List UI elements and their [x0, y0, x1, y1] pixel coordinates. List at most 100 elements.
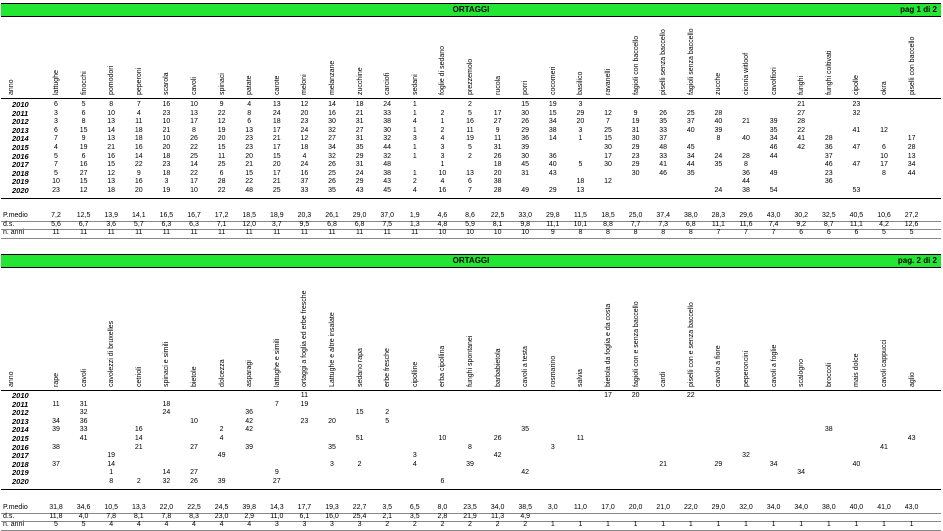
stat-cell: 23,0 [214, 512, 229, 520]
stat-cell: 4,2 [879, 220, 889, 228]
data-cell: 20 [631, 392, 640, 399]
stat-cell: 21,0 [656, 504, 670, 511]
stat-cell: 1 [771, 521, 776, 529]
data-cell: 1 [412, 101, 417, 108]
data-cell: 11 [52, 400, 60, 408]
table-title: ORTAGGI [452, 5, 490, 14]
data-cell: 20 [162, 144, 171, 151]
data-cell: 34 [797, 469, 806, 477]
data-cell: 7 [54, 161, 58, 169]
stat-cell: 34,0 [490, 504, 505, 511]
rows-divider [1, 488, 941, 490]
stat-cell: 7,5 [382, 220, 393, 228]
stat-cell: 38,5 [518, 504, 532, 511]
data-cell: 37 [300, 178, 309, 186]
data-cell: 18 [300, 144, 309, 151]
data-cell: 11 [135, 118, 143, 126]
column-header: dolcezza [218, 359, 226, 387]
stat-cell: 2,8 [437, 512, 448, 520]
stat-cell: 24,5 [214, 504, 229, 511]
data-cell: 10 [107, 109, 116, 117]
data-cell: 5 [468, 144, 472, 151]
data-cell: 9 [274, 469, 279, 477]
data-cell: 14 [134, 435, 143, 442]
data-cell: 28 [493, 187, 502, 194]
data-cell: 17 [190, 118, 198, 126]
data-cell: 6 [882, 144, 886, 151]
data-cell: 36 [548, 152, 557, 160]
column-header: rape [53, 372, 60, 387]
stat-cell: 3 [357, 521, 362, 529]
data-cell: 16 [300, 169, 309, 177]
data-cell: 36 [824, 178, 833, 186]
data-cell: 33 [659, 152, 668, 160]
data-cell: 34 [328, 144, 336, 151]
data-cell: 13 [907, 152, 916, 160]
data-cell: 39 [714, 126, 723, 134]
stat-cell: 4 [247, 521, 252, 529]
stat-cell: 6,3 [161, 220, 172, 228]
data-cell: 24 [300, 161, 309, 169]
stat-cell: 22,0 [159, 504, 174, 511]
data-cell: 16 [466, 118, 474, 126]
data-cell: 18 [134, 126, 143, 134]
data-cell: 38 [742, 187, 750, 194]
data-cell: 15 [604, 135, 612, 143]
data-cell: 35 [521, 426, 530, 434]
column-header: zucchine [356, 67, 364, 95]
stat-cell: 29,8 [545, 212, 560, 219]
data-cell: 1 [109, 469, 114, 477]
data-cell: 42 [521, 469, 530, 477]
stat-cell: 3 [302, 521, 307, 529]
stat-cell: 27,2 [904, 212, 919, 219]
data-cell: 26 [328, 178, 336, 186]
data-cell: 17 [272, 126, 281, 134]
stat-cell: 2,1 [382, 512, 393, 520]
data-cell: 15 [79, 178, 88, 186]
stat-cell: 3,5 [382, 504, 393, 511]
stat-cell: 10,5 [104, 504, 118, 511]
data-cell: 29 [548, 187, 557, 194]
stat-cell: 8 [661, 229, 666, 237]
data-cell: 35 [328, 443, 336, 451]
data-cell: 15 [217, 144, 226, 151]
stat-cell: 20,0 [628, 504, 643, 511]
stat-cell: 2 [385, 521, 390, 529]
data-cell: 27 [190, 443, 198, 451]
data-cell: 4 [412, 460, 417, 468]
stat-cell: 3,7 [271, 220, 282, 228]
stat-cell: 11,0 [270, 512, 284, 520]
year-label: 2013 [12, 125, 29, 135]
data-cell: 21 [272, 178, 281, 186]
column-header: bietole [191, 366, 198, 387]
data-cell: 40 [686, 126, 695, 134]
data-cell: 23 [52, 187, 60, 194]
data-cell: 20 [134, 187, 143, 194]
data-cell: 18 [493, 161, 502, 169]
stat-divider [1, 220, 941, 222]
stat-cell: 17,7 [297, 504, 312, 511]
column-header: meloni [301, 74, 309, 95]
data-cell: 26 [493, 435, 502, 442]
data-cell: 23 [852, 101, 861, 108]
stat-cell: 22,0 [683, 504, 698, 511]
data-cell: 34 [907, 161, 916, 169]
data-cell: 6 [54, 126, 58, 134]
data-cell: 28 [824, 135, 833, 143]
stat-cell: 33,0 [518, 212, 532, 219]
stat-cell: 29,0 [352, 212, 367, 219]
data-cell: 35 [355, 144, 364, 151]
stat-cell: 7,1 [216, 220, 227, 228]
data-cell: 1 [412, 109, 417, 117]
data-cell: 16 [134, 178, 143, 186]
data-cell: 2 [412, 178, 417, 186]
data-cell: 4 [219, 435, 224, 442]
stat-cell: 3 [274, 521, 279, 529]
year-label: 2014 [12, 134, 29, 144]
column-header: okra [881, 81, 888, 95]
data-cell: 22 [245, 178, 254, 186]
stat-cell: 8 [578, 229, 583, 237]
data-cell: 20 [272, 161, 281, 169]
data-cell: 34 [769, 135, 778, 143]
data-cell: 18 [107, 187, 116, 194]
